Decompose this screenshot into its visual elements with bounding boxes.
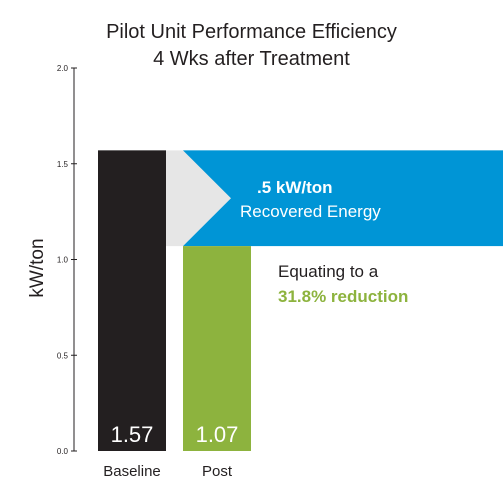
category-label: Baseline <box>103 463 161 480</box>
recovered-energy-annotation: .5 kW/ton Recovered Energy <box>240 176 480 224</box>
y-tick-label: 1.0 <box>57 256 69 265</box>
bar-value-label: 1.57 <box>111 422 154 447</box>
difference-arrow <box>166 150 231 247</box>
y-tick-label: 2.0 <box>57 64 69 73</box>
chart-subtitle: 4 Wks after Treatment <box>153 48 350 70</box>
chart-title: Pilot Unit Performance Efficiency <box>106 21 397 43</box>
equating-line: Equating to a <box>278 262 379 281</box>
bar-post <box>183 246 251 451</box>
y-tick-label: 0.0 <box>57 447 69 456</box>
bar-baseline <box>98 150 166 451</box>
reduction-percent: 31.8% reduction <box>278 287 409 306</box>
y-tick-label: 1.5 <box>57 160 69 169</box>
category-label: Post <box>202 463 233 480</box>
y-tick-label: 0.5 <box>57 351 69 360</box>
reduction-annotation: Equating to a 31.8% reduction <box>278 259 408 309</box>
recovered-energy-band <box>183 150 503 247</box>
recovered-label: Recovered Energy <box>240 202 381 221</box>
bar-value-label: 1.07 <box>196 422 239 447</box>
recovered-value: .5 kW/ton <box>257 178 333 197</box>
